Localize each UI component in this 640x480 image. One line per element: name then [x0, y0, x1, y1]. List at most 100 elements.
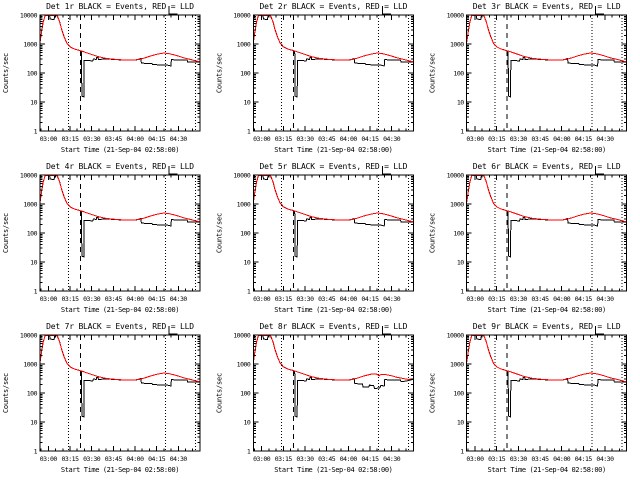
x-axis-label: Start Time (21-Sep-04 02:58:00) [488, 146, 606, 154]
y-tick-label: 10 [457, 419, 464, 427]
subplot-title: Det 2r BLACK = Events, RED = LLD [259, 2, 407, 11]
x-tick-label: 04:30 [170, 135, 188, 143]
x-tick-label: 03:45 [105, 455, 123, 463]
plot-frame [39, 14, 201, 132]
events-series [252, 15, 414, 98]
y-tick-label: 10 [30, 99, 37, 107]
y-axis-label: Counts/sec [429, 53, 437, 93]
x-tick-label: 03:30 [296, 295, 314, 303]
x-tick-label: 03:00 [253, 295, 271, 303]
plot-frame [252, 174, 414, 292]
y-tick-label: 100 [240, 230, 251, 238]
events-series [39, 175, 201, 258]
y-tick-label: 1000 [450, 41, 464, 49]
x-tick-label: 04:30 [170, 455, 188, 463]
y-tick-label: 10000 [20, 332, 38, 340]
y-axis-label: Counts/sec [2, 53, 10, 93]
y-tick-label: 10 [244, 259, 251, 267]
y-tick-label: 1000 [23, 41, 37, 49]
x-tick-label: 03:15 [61, 295, 79, 303]
y-tick-label: 1 [460, 448, 464, 456]
y-tick-label: 1 [34, 128, 38, 136]
x-tick-label: 04:15 [148, 455, 166, 463]
y-tick-label: 10000 [20, 172, 38, 180]
plot-frame [252, 14, 414, 132]
y-tick-label: 100 [240, 390, 251, 398]
y-tick-label: 1000 [450, 361, 464, 369]
subplot-title: Det 1r BLACK = Events, RED = LLD [46, 2, 194, 11]
x-tick-label: 03:45 [531, 135, 549, 143]
y-tick-label: 1000 [450, 201, 464, 209]
x-tick-label: 04:15 [575, 295, 593, 303]
x-tick-label: 04:15 [361, 135, 379, 143]
x-tick-label: 03:45 [318, 135, 336, 143]
lld-series [39, 15, 201, 63]
y-tick-label: 10000 [233, 12, 251, 20]
subplot-det-9r: 1 10 100 1000 10000 03:00 03:15 03:30 03:45 04:00… [429, 322, 628, 474]
y-axis-label: Counts/sec [215, 373, 223, 413]
x-tick-label: 04:30 [596, 135, 614, 143]
x-tick-label: 04:15 [361, 295, 379, 303]
x-tick-label: 04:30 [596, 295, 614, 303]
y-tick-label: 1000 [237, 201, 251, 209]
subplot-det-5r: 1 10 100 1000 10000 03:00 03:15 03:30 03:45 04:00… [215, 162, 414, 314]
y-tick-label: 1 [247, 448, 251, 456]
x-tick-label: 03:30 [83, 135, 101, 143]
lld-series [252, 15, 414, 63]
x-tick-label: 04:00 [553, 135, 571, 143]
x-tick-label: 04:15 [148, 295, 166, 303]
subplot-title: Det 7r BLACK = Events, RED = LLD [46, 322, 194, 331]
x-tick-label: 04:30 [170, 295, 188, 303]
y-axis-label: Counts/sec [429, 373, 437, 413]
y-tick-label: 1 [247, 288, 251, 296]
x-tick-label: 03:15 [275, 135, 293, 143]
y-tick-label: 100 [27, 230, 38, 238]
subplot-det-6r: 1 10 100 1000 10000 03:00 03:15 03:30 03:45 04:00… [429, 162, 628, 314]
plot-frame [466, 334, 628, 452]
lld-series [39, 335, 201, 383]
y-axis-label: Counts/sec [2, 213, 10, 253]
subplot-title: Det 4r BLACK = Events, RED = LLD [46, 162, 194, 171]
subplot-title: Det 3r BLACK = Events, RED = LLD [473, 2, 621, 11]
x-tick-label: 03:45 [531, 295, 549, 303]
y-tick-label: 100 [27, 390, 38, 398]
x-tick-label: 03:00 [466, 455, 484, 463]
subplot-title: Det 9r BLACK = Events, RED = LLD [473, 322, 621, 331]
x-tick-label: 04:30 [383, 295, 401, 303]
y-tick-label: 1000 [23, 361, 37, 369]
x-tick-label: 03:00 [253, 455, 271, 463]
y-tick-label: 10000 [20, 12, 38, 20]
x-tick-label: 04:30 [383, 455, 401, 463]
x-tick-label: 04:00 [340, 295, 358, 303]
x-tick-label: 04:00 [553, 455, 571, 463]
lld-series [39, 175, 201, 223]
plot-frame [39, 174, 201, 292]
subplot-det-8r: 1 10 100 1000 10000 03:00 03:15 03:30 03:45 04:00… [215, 322, 414, 474]
x-tick-label: 03:15 [61, 135, 79, 143]
x-axis-label: Start Time (21-Sep-04 02:58:00) [61, 466, 179, 474]
events-series [252, 175, 414, 258]
y-tick-label: 1000 [23, 201, 37, 209]
subplot-det-4r: 1 10 100 1000 10000 03:00 03:15 03:30 03:45 04:00… [2, 162, 201, 314]
y-tick-label: 1000 [237, 41, 251, 49]
x-tick-label: 04:00 [126, 135, 144, 143]
x-axis-label: Start Time (21-Sep-04 02:58:00) [61, 146, 179, 154]
lld-series [252, 335, 414, 381]
x-tick-label: 04:15 [575, 135, 593, 143]
y-tick-label: 10 [244, 99, 251, 107]
subplot-det-1r: 1 10 100 1000 10000 03:00 03:15 03:30 03:45 04:00… [2, 2, 201, 154]
subplot-title: Det 5r BLACK = Events, RED = LLD [259, 162, 407, 171]
x-tick-label: 03:30 [83, 295, 101, 303]
subplot-det-7r: 1 10 100 1000 10000 03:00 03:15 03:30 03:45 04:00… [2, 322, 201, 474]
x-tick-label: 04:30 [596, 455, 614, 463]
y-tick-label: 1 [247, 128, 251, 136]
x-tick-label: 04:00 [126, 295, 144, 303]
x-axis-label: Start Time (21-Sep-04 02:58:00) [488, 306, 606, 314]
x-tick-label: 03:15 [61, 455, 79, 463]
x-tick-label: 03:45 [105, 135, 123, 143]
y-tick-label: 10 [244, 419, 251, 427]
events-series [466, 15, 627, 98]
y-tick-label: 10 [30, 259, 37, 267]
